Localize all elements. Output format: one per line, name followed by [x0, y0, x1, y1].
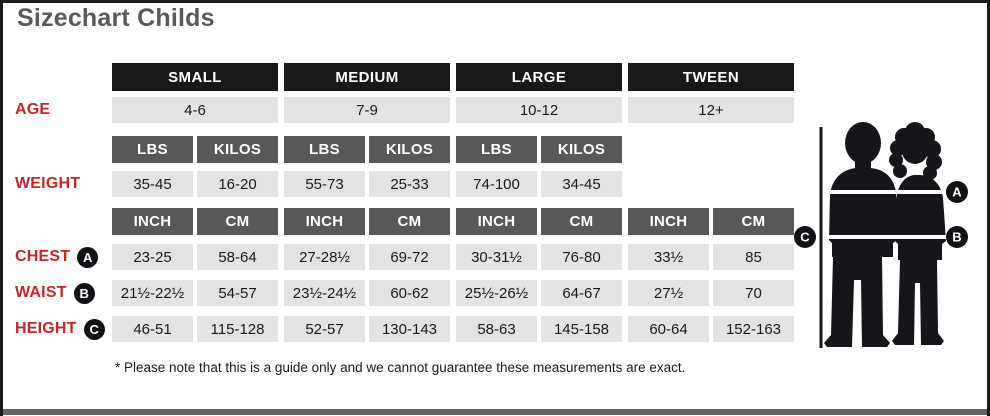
size-header-cell: LARGE — [456, 63, 622, 91]
svg-text:A: A — [952, 185, 962, 200]
data-cell: 16-20 — [197, 171, 278, 197]
bottom-divider-bar — [3, 409, 987, 415]
data-cell: 54-57 — [197, 280, 278, 306]
data-cell: 115-128 — [197, 316, 278, 342]
unit-header-cell: INCH — [456, 208, 537, 235]
table-row: AGE 4-6 7-9 10-12 12+ — [3, 97, 987, 123]
size-header-cell: TWEEN — [628, 63, 794, 91]
table-row: INCH CM INCH CM INCH CM INCH CM — [3, 208, 987, 235]
unit-header-cell: INCH — [112, 208, 193, 235]
data-cell: 60-62 — [369, 280, 450, 306]
data-cell: 30-31½ — [456, 244, 537, 270]
footnote-text: * Please note that this is a guide only … — [115, 360, 686, 375]
table-row: WAIST B 21½-22½ 54-57 23½-24½ 60-62 25½-26½ 64-… — [3, 280, 987, 306]
unit-header-cell: LBS — [112, 136, 193, 163]
row-label-spacer — [3, 63, 112, 91]
data-cell: 27½ — [628, 280, 709, 306]
unit-header-cell: KILOS — [369, 136, 450, 163]
unit-header-cell: INCH — [284, 208, 365, 235]
row-marker-b: B — [73, 282, 95, 304]
data-cell: 130-143 — [369, 316, 450, 342]
table-row: HEIGHT C 46-51 115-128 52-57 130-143 58-63 145-… — [3, 316, 987, 342]
table-row: WEIGHT 35-45 16-20 55-73 25-33 74-100 34-45 — [3, 171, 987, 197]
data-cell: 74-100 — [456, 171, 537, 197]
row-label: WEIGHT — [3, 171, 112, 197]
data-cell: 10-12 — [456, 97, 622, 123]
row-marker-c: C — [83, 318, 105, 340]
svg-text:C: C — [800, 230, 810, 245]
row-label-text: WAIST — [15, 284, 67, 301]
figure-marker-c: C — [794, 226, 816, 248]
table-row: LBS KILOS LBS KILOS LBS KILOS — [3, 136, 987, 163]
data-cell: 27-28½ — [284, 244, 365, 270]
figure-marker-b: B — [946, 226, 968, 248]
unit-header-cell: CM — [369, 208, 450, 235]
row-label — [3, 136, 112, 163]
size-header-cell: MEDIUM — [284, 63, 450, 91]
data-cell: 23½-24½ — [284, 280, 365, 306]
chest-line — [827, 190, 949, 194]
data-cell: 52-57 — [284, 316, 365, 342]
unit-header-cell: CM — [713, 208, 794, 235]
data-cell: 64-67 — [541, 280, 622, 306]
unit-header-cell: CM — [541, 208, 622, 235]
row-marker-a: A — [77, 246, 99, 268]
data-cell: 34-45 — [541, 171, 622, 197]
waist-line — [827, 235, 947, 239]
data-cell: 4-6 — [112, 97, 278, 123]
unit-header-cell: INCH — [628, 208, 709, 235]
girl-silhouette — [889, 122, 946, 345]
data-cell: 35-45 — [112, 171, 193, 197]
row-label-text: HEIGHT — [15, 320, 77, 337]
size-header-row: SMALL MEDIUM LARGE TWEEN — [3, 63, 987, 91]
data-cell: 58-64 — [197, 244, 278, 270]
size-table: SMALL MEDIUM LARGE TWEEN AGE 4-6 7-9 10-12 12+ LB… — [3, 63, 987, 342]
row-label — [3, 208, 112, 235]
data-cell: 60-64 — [628, 316, 709, 342]
data-cell: 7-9 — [284, 97, 450, 123]
unit-header-cell: CM — [197, 208, 278, 235]
data-cell: 21½-22½ — [112, 280, 193, 306]
row-label-text: AGE — [15, 101, 51, 118]
data-cell: 46-51 — [112, 316, 193, 342]
table-row: CHEST A 23-25 58-64 27-28½ 69-72 30-31½ 76-80 33… — [3, 244, 987, 270]
data-cell: 12+ — [628, 97, 794, 123]
figure-marker-a: A — [946, 181, 968, 203]
data-cell: 85 — [713, 244, 794, 270]
svg-text:B: B — [952, 230, 961, 245]
row-label-text: WEIGHT — [15, 175, 81, 192]
data-cell: 25½-26½ — [456, 280, 537, 306]
row-label: HEIGHT C — [3, 316, 112, 342]
data-cell: 76-80 — [541, 244, 622, 270]
row-label: CHEST A — [3, 244, 112, 270]
size-header-cell: SMALL — [112, 63, 278, 91]
data-cell: 145-158 — [541, 316, 622, 342]
data-cell: 23-25 — [112, 244, 193, 270]
unit-header-cell: KILOS — [197, 136, 278, 163]
data-cell: 58-63 — [456, 316, 537, 342]
unit-header-cell: LBS — [284, 136, 365, 163]
unit-header-cell: LBS — [456, 136, 537, 163]
data-cell: 70 — [713, 280, 794, 306]
data-cell: 69-72 — [369, 244, 450, 270]
row-label-text: CHEST — [15, 248, 71, 265]
children-silhouette-figure: A B C — [794, 122, 968, 348]
unit-header-cell: KILOS — [541, 136, 622, 163]
data-cell: 55-73 — [284, 171, 365, 197]
row-label: AGE — [3, 97, 112, 123]
data-cell: 33½ — [628, 244, 709, 270]
data-cell: 25-33 — [369, 171, 450, 197]
boy-silhouette — [824, 122, 897, 347]
row-label: WAIST B — [3, 280, 112, 306]
data-cell: 152-163 — [713, 316, 794, 342]
page-title: Sizechart Childs — [17, 4, 215, 32]
